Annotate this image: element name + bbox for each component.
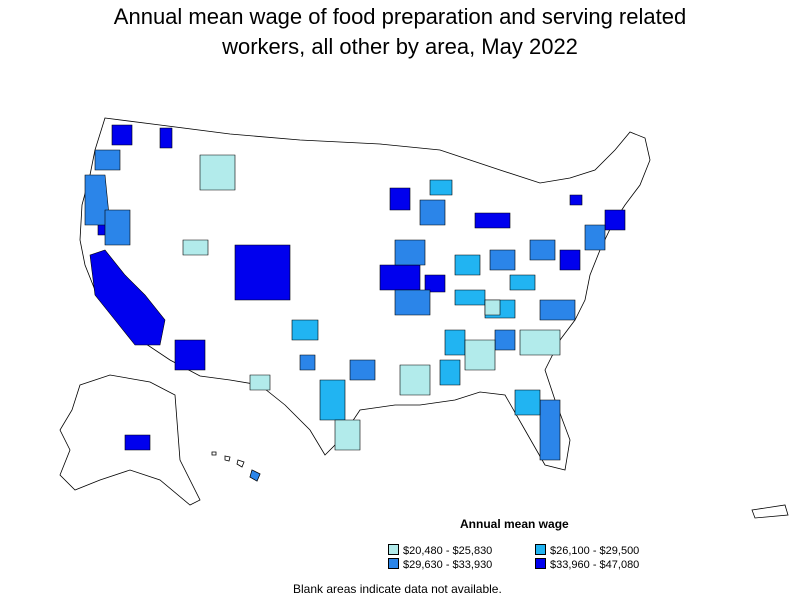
area-vermont bbox=[569, 194, 583, 206]
map-outlines bbox=[59, 117, 789, 519]
hawaii-island-1 bbox=[211, 451, 217, 456]
legend-title: Annual mean wage bbox=[460, 517, 569, 531]
area-indiana bbox=[454, 254, 481, 276]
area-ohio bbox=[489, 249, 516, 271]
title-line-1: Annual mean wage of food preparation and… bbox=[113, 4, 687, 29]
area-new-england bbox=[604, 209, 626, 231]
area-michigan bbox=[474, 212, 511, 229]
area-texas-south bbox=[319, 379, 346, 421]
legend-item-2: $26,100 - $29,500 bbox=[535, 544, 639, 558]
wage-areas bbox=[84, 124, 626, 482]
area-washington bbox=[94, 149, 121, 171]
legend-label-4: $33,960 - $47,080 bbox=[550, 559, 640, 571]
area-kentucky bbox=[454, 289, 486, 306]
legend-swatch-1 bbox=[388, 544, 399, 555]
area-virginia bbox=[539, 299, 576, 321]
area-iowa bbox=[394, 239, 426, 266]
area-montana bbox=[199, 154, 236, 191]
legend-label-2: $26,100 - $29,500 bbox=[550, 545, 640, 557]
area-florida-gulf bbox=[514, 389, 541, 416]
area-hawaii-1 bbox=[249, 469, 261, 482]
title-line-2: workers, all other by area, May 2022 bbox=[222, 34, 578, 59]
legend-item-4: $33,960 - $47,080 bbox=[535, 558, 639, 572]
area-oklahoma bbox=[291, 319, 319, 341]
area-kansas-city bbox=[379, 264, 421, 291]
legend-label-1: $20,480 - $25,830 bbox=[403, 545, 493, 557]
area-florida bbox=[539, 399, 561, 461]
area-seattle bbox=[111, 124, 133, 146]
area-arizona bbox=[174, 339, 206, 371]
area-arkansas bbox=[399, 364, 431, 396]
legend-item-3: $29,630 - $33,930 bbox=[388, 558, 492, 572]
area-mississippi bbox=[444, 329, 466, 356]
area-new-york bbox=[584, 224, 606, 251]
legend-swatch-4 bbox=[535, 558, 546, 569]
area-texas-west bbox=[249, 374, 271, 391]
area-illinois bbox=[424, 274, 446, 293]
area-texas-east bbox=[349, 359, 376, 381]
area-louisiana bbox=[439, 359, 461, 386]
area-idaho-north bbox=[159, 127, 173, 149]
area-missouri bbox=[394, 289, 431, 316]
area-carolinas bbox=[519, 329, 561, 356]
area-california-north bbox=[104, 209, 131, 246]
area-northeast bbox=[559, 249, 581, 271]
area-utah bbox=[182, 239, 209, 256]
map-title: Annual mean wage of food preparation and… bbox=[40, 2, 760, 62]
area-georgia bbox=[494, 329, 516, 351]
area-tennessee-east bbox=[484, 299, 501, 316]
legend-item-1: $20,480 - $25,830 bbox=[388, 544, 492, 558]
area-north-dakota bbox=[429, 179, 453, 196]
legend-label-3: $29,630 - $33,930 bbox=[403, 559, 493, 571]
area-pennsylvania bbox=[529, 239, 556, 261]
contiguous-us-outline bbox=[79, 117, 651, 471]
area-colorado bbox=[234, 244, 291, 301]
puerto-rico-outline bbox=[751, 504, 789, 519]
legend: Annual mean wage $20,480 - $25,830 $26,1… bbox=[388, 517, 688, 577]
area-west-virginia bbox=[509, 274, 536, 291]
area-texas-coast bbox=[334, 419, 361, 451]
area-minnesota bbox=[389, 187, 411, 211]
legend-swatch-2 bbox=[535, 544, 546, 555]
area-california-coast bbox=[89, 249, 166, 346]
area-wisconsin bbox=[419, 199, 446, 226]
data-availability-note: Blank areas indicate data not available. bbox=[293, 582, 502, 596]
hawaii-island-3 bbox=[236, 459, 245, 468]
legend-swatch-3 bbox=[388, 558, 399, 569]
area-alaska-anchorage bbox=[124, 434, 151, 451]
hawaii-island-2 bbox=[224, 455, 231, 462]
area-alabama bbox=[464, 339, 496, 371]
area-new-mexico bbox=[299, 354, 316, 371]
